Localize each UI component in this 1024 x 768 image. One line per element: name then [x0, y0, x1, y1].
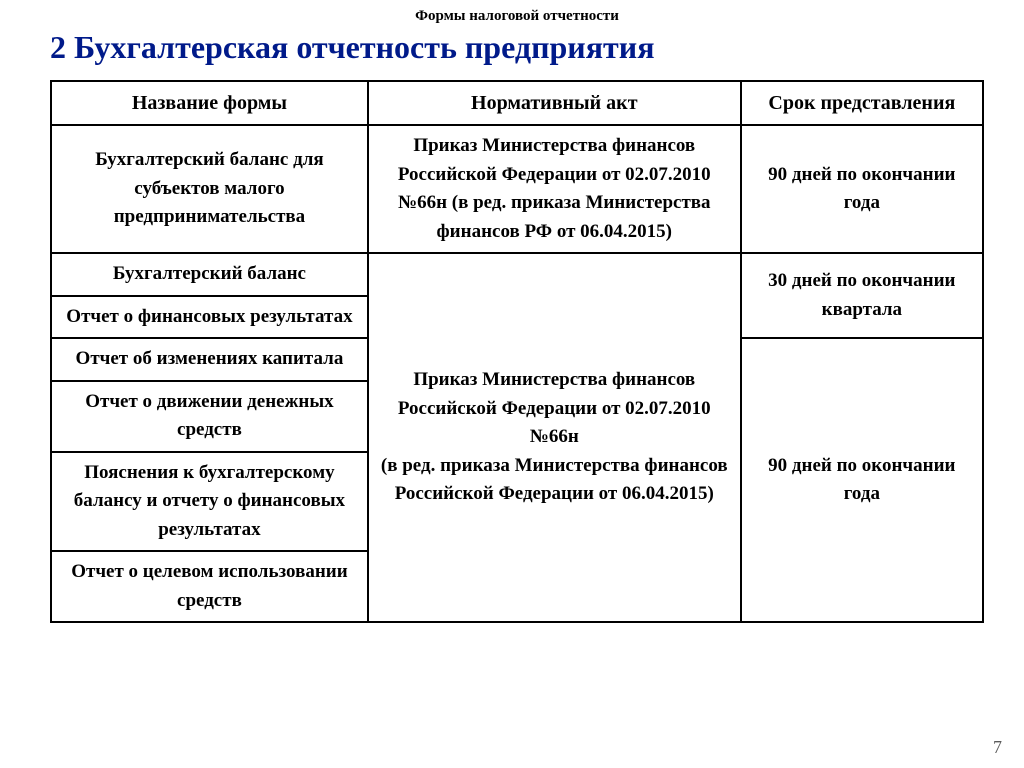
table-row: Бухгалтерский баланс для субъектов малог… [51, 125, 983, 253]
col-header-deadline: Срок представления [741, 81, 983, 125]
cell-form-name: Пояснения к бухгалтерскому балансу и отч… [51, 452, 368, 552]
cell-form-name: Отчет о финансовых результатах [51, 296, 368, 339]
reporting-table: Название формы Нормативный акт Срок пред… [50, 80, 984, 623]
col-header-form-name: Название формы [51, 81, 368, 125]
cell-form-name: Отчет об изменениях капитала [51, 338, 368, 381]
slide-container: Формы налоговой отчетности 2 Бухгалтерск… [0, 0, 1024, 643]
cell-deadline-merged-b: 90 дней по окончании года [741, 338, 983, 622]
cell-form-name: Бухгалтерский баланс [51, 253, 368, 296]
cell-form-name: Бухгалтерский баланс для субъектов малог… [51, 125, 368, 253]
page-number: 7 [993, 737, 1002, 758]
cell-form-name: Отчет о целевом использовании средств [51, 551, 368, 622]
cell-deadline: 90 дней по окончании года [741, 125, 983, 253]
cell-deadline-merged-a: 30 дней по окончании квартала [741, 253, 983, 338]
table-header-row: Название формы Нормативный акт Срок пред… [51, 81, 983, 125]
cell-normative-act: Приказ Министерства финансов Российской … [368, 125, 741, 253]
slide-title: 2 Бухгалтерская отчетность предприятия [50, 29, 984, 66]
cell-form-name: Отчет о движении денежных средств [51, 381, 368, 452]
table-row: Бухгалтерский баланс Приказ Министерства… [51, 253, 983, 296]
pretitle: Формы налоговой отчетности [50, 8, 984, 25]
cell-normative-act-merged: Приказ Министерства финансов Российской … [368, 253, 741, 622]
col-header-normative-act: Нормативный акт [368, 81, 741, 125]
